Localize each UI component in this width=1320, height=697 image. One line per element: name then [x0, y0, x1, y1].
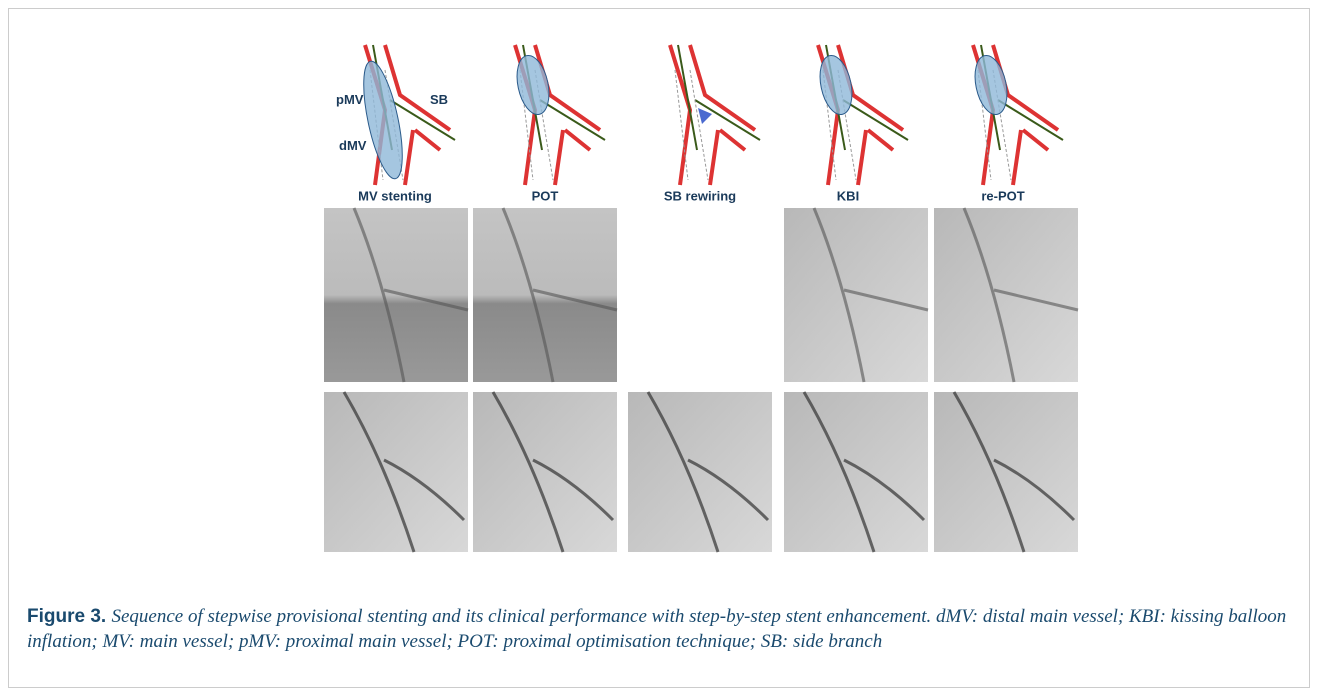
stent — [822, 69, 857, 181]
figure: pMV SB dMV MV stenting POT SB rewiring KBI r… — [324, 44, 1079, 553]
stent — [977, 69, 1012, 181]
angiogram — [628, 392, 772, 552]
angiogram — [784, 392, 928, 552]
panel-label: POT — [532, 188, 559, 203]
annotation: SB — [430, 92, 448, 107]
balloon — [974, 54, 1008, 116]
annotation: dMV — [339, 138, 367, 153]
angiogram — [324, 208, 468, 382]
vessel-shadow — [962, 207, 1079, 383]
balloon — [819, 54, 853, 116]
angiogram — [473, 392, 617, 552]
angiogram — [473, 208, 617, 382]
vessel-shadow — [491, 391, 615, 553]
angiogram — [784, 208, 928, 382]
angiogram — [324, 392, 468, 552]
angiogram — [934, 392, 1078, 552]
caption-text: Sequence of stepwise provisional stentin… — [27, 606, 1287, 652]
caption: Figure 3. Sequence of stepwise provision… — [27, 604, 1302, 654]
figure-frame — [8, 8, 1310, 688]
vessel-shadow — [352, 207, 469, 383]
vessel-shadow — [342, 391, 466, 553]
vessel-shadow — [646, 391, 770, 553]
vessel-shadow — [802, 391, 926, 553]
angiogram — [934, 208, 1078, 382]
vessel-shadow — [812, 207, 929, 383]
stent — [674, 69, 709, 181]
panel-label: KBI — [837, 188, 859, 203]
panel-label: MV stenting — [358, 188, 432, 203]
annotation: pMV — [336, 92, 364, 107]
wire — [677, 44, 761, 151]
stent — [519, 69, 554, 181]
arrow — [698, 108, 712, 124]
panel-label: SB rewiring — [664, 188, 736, 203]
balloon — [516, 54, 550, 116]
caption-label: Figure 3. — [27, 606, 107, 627]
vessel-shadow — [501, 207, 618, 383]
vessel-shadow — [952, 391, 1076, 553]
panel-label: re-POT — [981, 188, 1024, 203]
balloon — [363, 60, 403, 180]
